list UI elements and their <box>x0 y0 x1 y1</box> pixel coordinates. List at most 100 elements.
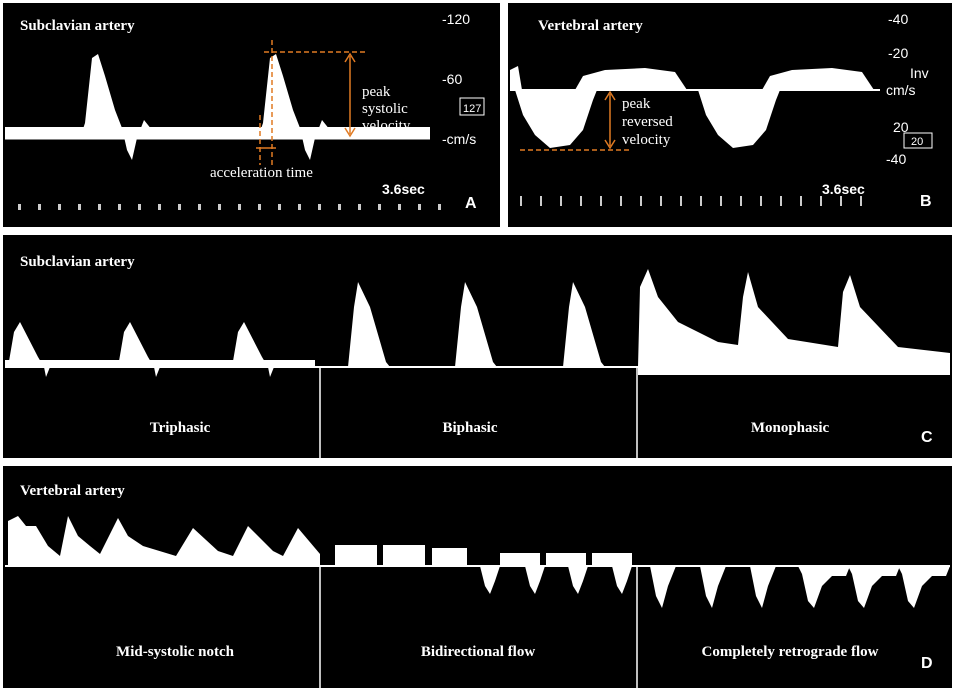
waveform <box>798 566 850 608</box>
panel-letter: B <box>920 193 932 210</box>
waveform <box>480 566 500 594</box>
waveform <box>118 322 160 377</box>
annotation: reversed <box>622 114 673 130</box>
time-marker <box>560 196 562 206</box>
duration: 3.6sec <box>822 181 865 197</box>
waveform-label: Biphasic <box>442 420 497 436</box>
waveform-label: Bidirectional flow <box>421 644 535 660</box>
waveform <box>700 566 726 608</box>
annotation-lines <box>256 40 368 165</box>
time-marker <box>680 196 682 206</box>
waveform <box>568 566 588 594</box>
scale-label: -20 <box>888 45 908 61</box>
scale-label: -60 <box>442 71 462 87</box>
time-marker <box>138 204 141 210</box>
waveform <box>762 68 874 90</box>
waveform <box>335 545 377 566</box>
time-marker <box>318 204 321 210</box>
time-marker <box>438 204 441 210</box>
waveform <box>592 553 632 566</box>
waveform <box>525 566 545 594</box>
waveform-label: Mid-systolic notch <box>116 644 235 660</box>
waveform <box>510 66 522 90</box>
panel-title: Vertebral artery <box>20 483 125 499</box>
time-marker <box>820 196 822 206</box>
time-marker <box>38 204 41 210</box>
waveform <box>898 566 950 608</box>
scale-label: -40 <box>888 11 908 27</box>
annotation: velocity <box>362 118 411 134</box>
waveform <box>650 566 676 608</box>
time-marker <box>178 204 181 210</box>
time-marker <box>600 196 602 206</box>
waveform <box>232 322 274 377</box>
waveform <box>848 566 900 608</box>
scale-label: 127 <box>463 103 481 115</box>
time-marker <box>640 196 642 206</box>
waveform <box>5 360 315 367</box>
scale-label: 20 <box>893 119 909 135</box>
panel-d <box>3 466 952 688</box>
scale-label: 20 <box>911 136 923 148</box>
annotation: systolic <box>362 101 408 117</box>
scale-box <box>903 132 933 149</box>
waveform <box>638 269 950 375</box>
annotation: peak <box>622 96 651 112</box>
time-marker <box>740 196 742 206</box>
waveform-label: Completely retrograde flow <box>702 644 879 660</box>
time-marker <box>58 204 61 210</box>
panel-title: Subclavian artery <box>20 254 135 270</box>
panel-letter: A <box>465 195 477 212</box>
waveform <box>5 127 430 138</box>
time-marker <box>278 204 281 210</box>
time-marker <box>98 204 101 210</box>
time-marker <box>158 204 161 210</box>
time-marker <box>840 196 842 206</box>
waveform <box>455 282 497 367</box>
scale-label: -40 <box>886 151 906 167</box>
waveform <box>575 68 687 90</box>
time-marker <box>720 196 722 206</box>
time-marker <box>238 204 241 210</box>
time-marker <box>378 204 381 210</box>
time-marker <box>298 204 301 210</box>
waveform <box>750 566 776 608</box>
time-marker <box>338 204 341 210</box>
scale-label: -cm/s <box>442 131 476 147</box>
duration: 3.6sec <box>382 181 425 197</box>
waveform <box>432 548 467 566</box>
waveform <box>612 566 632 594</box>
time-marker <box>118 204 121 210</box>
time-marker <box>660 196 662 206</box>
waveform <box>563 282 605 367</box>
time-marker <box>258 204 261 210</box>
time-marker <box>18 204 21 210</box>
annotation-lines <box>520 90 630 151</box>
time-marker <box>398 204 401 210</box>
scale-label: cm/s <box>886 82 916 98</box>
time-marker <box>218 204 221 210</box>
waveform <box>80 54 160 160</box>
panel-letter: D <box>921 655 933 672</box>
time-marker <box>580 196 582 206</box>
time-marker <box>78 204 81 210</box>
time-marker <box>780 196 782 206</box>
time-marker <box>760 196 762 206</box>
waveform <box>258 54 338 160</box>
waveform <box>698 90 780 148</box>
annotation: velocity <box>622 132 671 148</box>
scale-label: -120 <box>442 11 470 27</box>
time-marker <box>540 196 542 206</box>
waveform <box>8 516 320 566</box>
time-marker <box>700 196 702 206</box>
time-marker <box>860 196 862 206</box>
panel-title: Subclavian artery <box>20 18 135 34</box>
waveform <box>8 322 50 377</box>
time-marker <box>520 196 522 206</box>
waveform <box>348 282 390 367</box>
time-marker <box>198 204 201 210</box>
scale-label: Inv <box>910 65 929 81</box>
panel-a <box>3 3 500 227</box>
annotation: acceleration time <box>210 165 313 181</box>
